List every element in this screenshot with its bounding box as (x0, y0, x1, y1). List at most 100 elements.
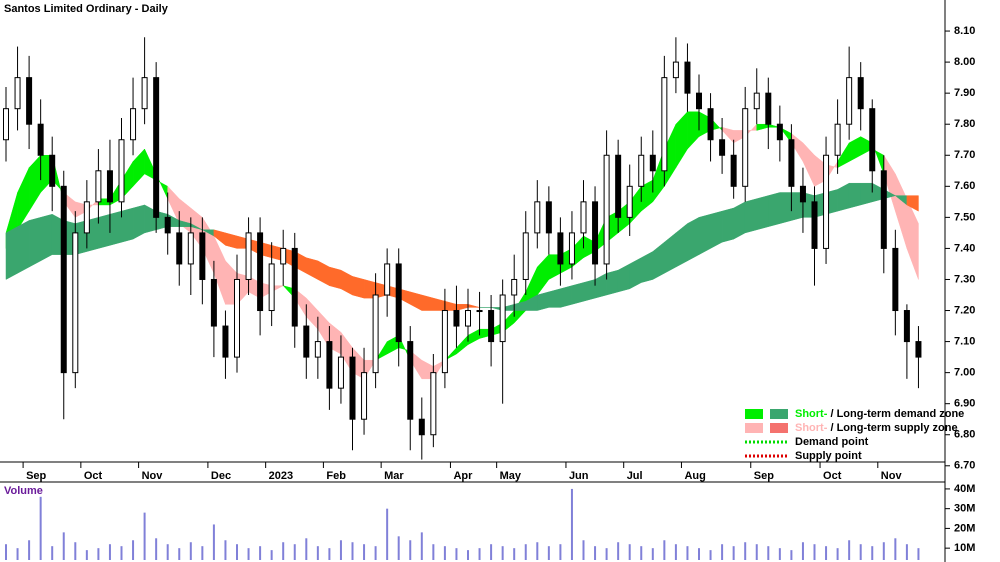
candle-body (222, 325, 229, 358)
candle-body (857, 77, 864, 110)
candle-body (3, 108, 9, 141)
volume-bar (270, 550, 273, 560)
zone-band (779, 192, 792, 224)
candle-body (130, 108, 137, 141)
y-tick-label: 7.40 (954, 242, 975, 254)
y-tick-label: 6.80 (954, 429, 975, 441)
candle-body (453, 310, 460, 327)
volume-bar (617, 542, 620, 560)
volume-bar (339, 540, 342, 560)
zone-band (710, 210, 723, 249)
volume-bar (259, 546, 262, 560)
volume-bar (120, 546, 123, 560)
y-tick-label: 7.00 (954, 367, 975, 379)
y-tick-label: 7.30 (954, 273, 975, 285)
y-tick-label: 7.50 (954, 211, 975, 223)
candle-body (234, 278, 240, 358)
legend-short: Short- (795, 422, 828, 434)
volume-bar (443, 546, 446, 560)
volume-bar (247, 548, 250, 560)
volume-bar (513, 548, 516, 560)
candle-body (823, 154, 830, 249)
volume-bar (386, 508, 389, 560)
candle-body (534, 201, 541, 234)
y-tick-label: 7.80 (954, 118, 975, 130)
candle-body (603, 154, 610, 265)
volume-bar (74, 542, 77, 560)
volume-bar (767, 546, 770, 560)
candle-body (522, 232, 529, 280)
candle-body (696, 92, 702, 110)
y-tick-label: 6.90 (954, 398, 975, 410)
y-tick-label: 7.70 (954, 149, 975, 161)
x-tick-label: Dec (211, 470, 231, 482)
volume-bar (143, 512, 146, 560)
volume-bar (674, 544, 677, 560)
zone-band (744, 198, 757, 234)
volume-bar (582, 540, 585, 560)
volume-bar (536, 542, 539, 560)
volume-bar (155, 538, 158, 560)
zone-band (28, 217, 41, 268)
legend-label: Short- / Long-term demand zone (795, 408, 964, 420)
candle-body (615, 154, 622, 218)
volume-bar (547, 546, 550, 560)
candle-body (95, 170, 102, 203)
candle-body (384, 263, 391, 296)
candle-body (811, 201, 818, 249)
volume-bar (374, 546, 377, 560)
volume-bar (189, 542, 192, 560)
volume-bar (316, 546, 319, 560)
y-tick-label: 8.10 (954, 25, 975, 37)
volume-bar (744, 542, 747, 560)
legend-swatch (745, 409, 763, 419)
candle-body (684, 61, 691, 94)
y-tick-label: 7.20 (954, 304, 975, 316)
candle-body (638, 154, 645, 187)
candle-body (395, 263, 402, 343)
candle-body (291, 247, 298, 327)
candle-body (557, 232, 564, 265)
volume-bar (594, 546, 597, 560)
volume-bar (201, 546, 204, 560)
volume-bar (628, 544, 631, 560)
zone-band (560, 285, 573, 308)
candle-body (153, 77, 160, 218)
x-tick-label: May (500, 470, 522, 482)
zone-band (132, 204, 145, 240)
candle-body (742, 108, 749, 187)
volume-bar (363, 544, 366, 560)
zone-band (98, 213, 111, 249)
x-tick-label: Nov (881, 470, 903, 482)
candle-body (210, 278, 217, 327)
volume-bar (825, 546, 828, 560)
x-tick-label: Apr (453, 470, 473, 482)
volume-bar (686, 546, 689, 560)
candle-body (499, 294, 506, 343)
volume-bar (813, 544, 816, 560)
zone-band (121, 207, 134, 243)
volume-bar (212, 524, 215, 560)
volume-tick-label: 20M (954, 522, 975, 534)
volume-bar (732, 546, 735, 560)
volume-bar (709, 550, 712, 560)
volume-bar (640, 546, 643, 560)
candle-body (753, 92, 760, 110)
candle-body (765, 92, 772, 125)
candle-body (661, 77, 668, 172)
x-tick-label: Mar (384, 470, 404, 482)
y-tick-label: 6.70 (954, 460, 975, 472)
candle-body (337, 356, 344, 389)
candle-body (545, 201, 552, 234)
candle-body (476, 310, 483, 313)
volume-bar (224, 540, 227, 560)
candle-body (245, 232, 252, 280)
volume-bar (859, 544, 862, 560)
candle-body (441, 310, 448, 374)
candle-body (776, 123, 783, 141)
candle-body (257, 232, 264, 312)
volume-bar (651, 548, 654, 560)
volume-bar (905, 544, 908, 560)
zone-band (17, 220, 30, 274)
